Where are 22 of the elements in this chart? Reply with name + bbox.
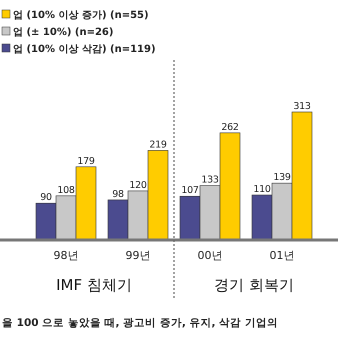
data-label: 110 — [253, 184, 271, 196]
legend-label: 업 (10% 이상 삭감) (n=119) — [13, 44, 156, 55]
data-label: 90 — [40, 192, 52, 204]
data-label: 120 — [129, 180, 147, 191]
text: 을 100 으로 놓았을 때, 광고비 증가, 유지, 삭감 기업의 — [2, 317, 278, 329]
legend-label: 업 (10% 이상 증가) (n=55) — [13, 10, 149, 21]
x-tick-label: 00년 — [198, 249, 222, 262]
data-label: 98 — [112, 188, 124, 200]
text: IMF 침체기 — [56, 276, 132, 294]
data-label: 133 — [201, 174, 219, 186]
x-tick-label: 98년 — [54, 249, 78, 262]
data-label: 108 — [57, 184, 75, 196]
x-tick-label: 99년 — [126, 249, 150, 262]
data-label: 313 — [293, 101, 311, 112]
data-label: 107 — [181, 185, 199, 196]
data-label: 219 — [149, 139, 167, 150]
data-label: 179 — [77, 156, 95, 167]
data-label: 262 — [221, 122, 239, 133]
text: 경기 회복기 — [214, 276, 294, 294]
data-label: 139 — [273, 172, 291, 184]
legend-label: 업 (± 10%) (n=26) — [13, 27, 114, 38]
x-tick-label: 01년 — [270, 249, 294, 262]
